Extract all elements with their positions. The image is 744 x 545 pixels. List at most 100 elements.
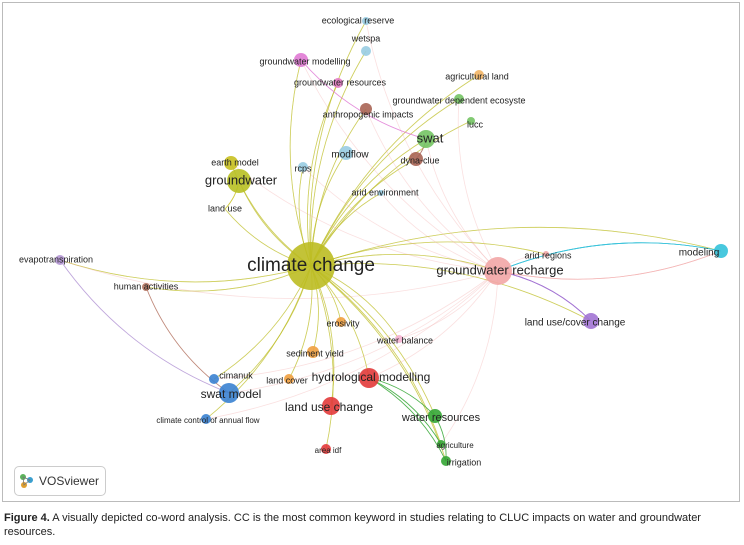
edge: [230, 162, 499, 272]
node: [298, 162, 308, 172]
edge: [368, 377, 442, 445]
edge: [59, 259, 230, 394]
edge: [228, 270, 499, 394]
node: [395, 335, 403, 343]
node: [307, 346, 319, 358]
node-label: agriculture: [436, 441, 474, 450]
node-label: ecological reserve: [322, 15, 395, 25]
node-label: climate control of annual flow: [156, 416, 259, 425]
nodes: [55, 17, 728, 466]
node: [378, 190, 384, 196]
node-label: water balance: [376, 335, 433, 345]
edge: [59, 259, 230, 394]
node: [467, 117, 475, 125]
edge: [310, 120, 472, 267]
caption-text: A visually depicted co-word analysis. CC…: [4, 512, 701, 538]
edge: [365, 108, 499, 272]
node-label: land use change: [285, 400, 373, 414]
node-label: swat: [417, 130, 444, 145]
node-label: earth model: [211, 157, 259, 167]
figure-caption: Figure 4. A visually depicted co-word an…: [4, 511, 740, 539]
node: [359, 368, 379, 388]
edge: [368, 270, 499, 379]
node: [55, 255, 65, 265]
node-label: cimanuk: [219, 370, 253, 380]
edge: [310, 98, 460, 267]
node-label: land cover: [266, 375, 308, 385]
edge: [310, 263, 592, 322]
node-label: groundwater modelling: [259, 56, 350, 66]
node: [417, 130, 435, 148]
node: [484, 257, 512, 285]
node-label: swat model: [201, 387, 262, 401]
node: [474, 70, 484, 80]
edge: [497, 242, 722, 272]
node-label: groundwater: [205, 172, 278, 187]
edge: [310, 241, 547, 267]
edge: [368, 377, 447, 462]
node-label: lucc: [467, 119, 484, 129]
edge: [497, 242, 722, 272]
node: [362, 17, 370, 25]
node-label: dyna-clue: [400, 155, 439, 165]
node: [142, 283, 150, 291]
edge: [497, 242, 722, 272]
edge: [59, 259, 312, 283]
edge: [309, 20, 367, 267]
edge: [310, 265, 447, 462]
node-label: modeling: [679, 248, 720, 259]
node-label: erosivity: [326, 318, 360, 328]
node-label: agricultural land: [445, 71, 509, 81]
node-label: rcps: [294, 163, 312, 173]
edge: [497, 250, 722, 280]
node: [322, 397, 340, 415]
network: climate change groundwater recharge hydrol…: [19, 15, 728, 467]
edge: [310, 241, 547, 267]
node-label: hydrological modelling: [312, 370, 431, 384]
edge: [289, 59, 312, 267]
edge: [310, 74, 480, 267]
edge: [310, 74, 480, 267]
edge: [59, 259, 230, 394]
node: [336, 317, 346, 327]
edge: [310, 265, 447, 462]
node-label: groundwater dependent ecosyste: [392, 95, 525, 105]
node-label: area idf: [315, 446, 342, 455]
node-label: water resources: [401, 412, 481, 424]
edge: [457, 98, 499, 272]
node: [583, 313, 599, 329]
node-label: climate change: [247, 255, 375, 276]
edge: [300, 59, 499, 272]
edge: [310, 74, 480, 267]
edge: [300, 59, 427, 140]
node-label: land use: [208, 203, 242, 213]
node: [361, 46, 371, 56]
edge: [310, 98, 460, 267]
edge: [310, 98, 460, 267]
edge: [497, 242, 722, 272]
edge: [497, 242, 722, 272]
edge: [440, 270, 499, 445]
node-label: modflow: [331, 150, 369, 161]
logo-icon: [20, 474, 33, 488]
node: [428, 409, 442, 423]
caption-label: Figure 4.: [4, 512, 50, 524]
node: [360, 103, 372, 115]
edge: [368, 377, 442, 445]
node: [454, 94, 464, 104]
edge: [310, 50, 367, 267]
vosviewer-logo[interactable]: VOSviewer: [14, 466, 106, 496]
edge: [145, 286, 230, 394]
edge: [310, 241, 547, 267]
labels: climate change groundwater recharge hydrol…: [19, 15, 719, 467]
network-frame: climate change groundwater recharge hydrol…: [2, 2, 740, 502]
edge: [310, 265, 447, 462]
edge: [310, 120, 472, 267]
edge: [213, 270, 499, 380]
edge: [309, 20, 367, 267]
edge: [310, 263, 592, 322]
edge: [145, 286, 230, 394]
node: [339, 146, 353, 160]
edge: [300, 59, 427, 140]
edge: [309, 20, 367, 267]
